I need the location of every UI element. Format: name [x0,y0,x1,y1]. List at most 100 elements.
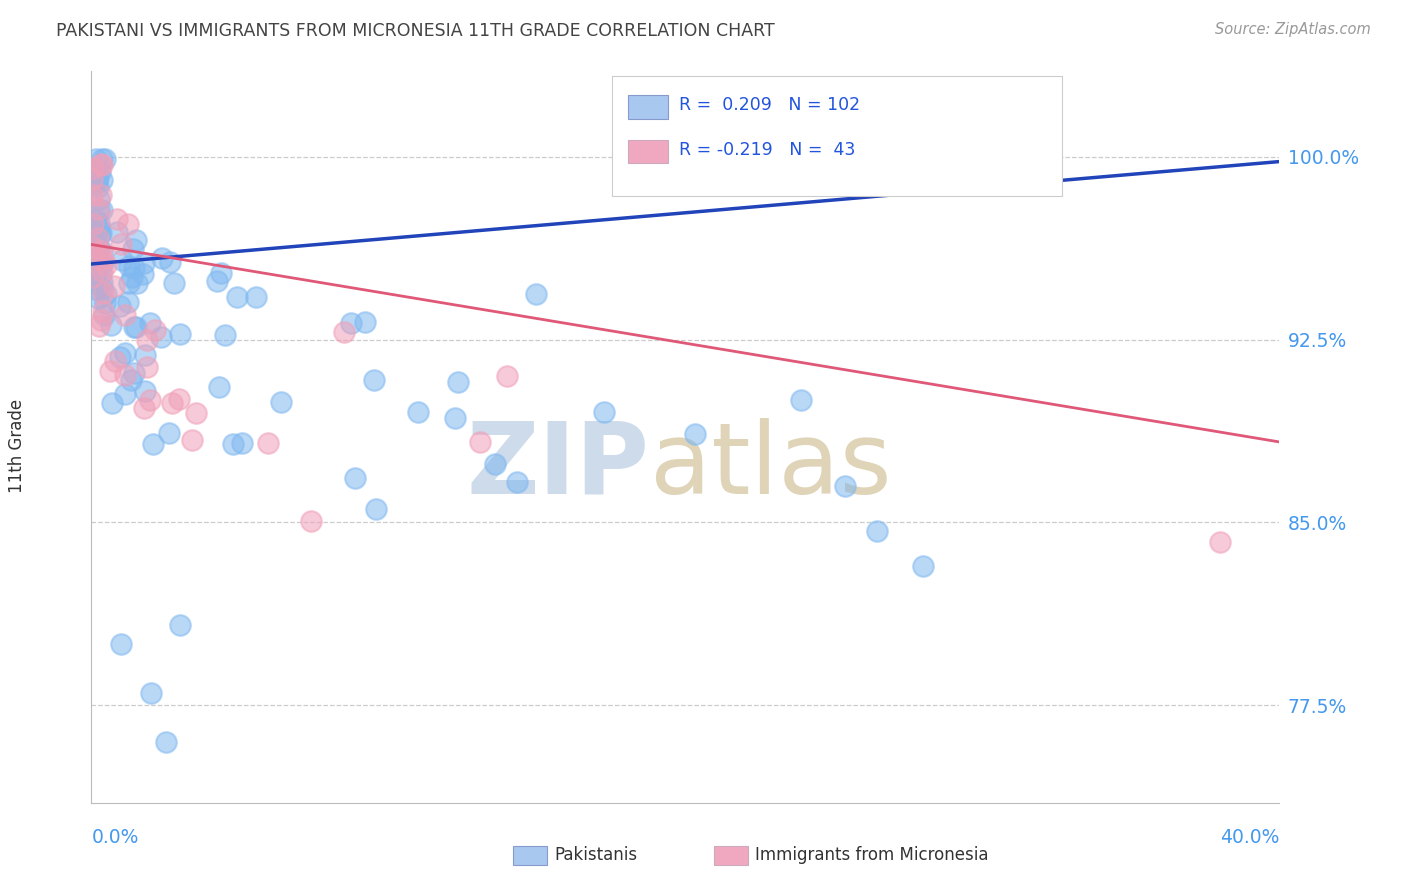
Point [167,392,190,406]
Point [231,435,253,450]
Point [132,256,155,270]
Point [84,153,107,167]
Point [90,263,112,277]
Point [82,258,104,272]
Text: atlas: atlas [650,417,891,515]
Point [84,213,107,227]
Point [524,287,547,301]
Point [834,479,856,493]
Point [866,524,889,538]
Point [105,225,128,239]
Point [506,475,529,489]
Point [110,253,132,268]
Point [94,287,117,301]
Point [122,319,145,334]
Point [91,202,114,217]
Point [89,220,111,235]
Point [142,437,165,451]
Point [270,394,292,409]
Point [90,226,112,240]
Point [136,333,159,347]
Point [83,177,105,191]
Text: R = -0.219   N =  43: R = -0.219 N = 43 [679,141,855,159]
Point [84,270,107,285]
Point [593,405,616,419]
Point [911,559,934,574]
Point [245,290,267,304]
Point [103,278,125,293]
Point [162,396,184,410]
Point [86,220,108,235]
Text: ZIP: ZIP [467,417,650,515]
Point [89,164,111,178]
Point [114,346,136,360]
Point [98,364,121,378]
Point [86,252,108,266]
Text: R =  0.209   N = 102: R = 0.209 N = 102 [679,96,860,114]
Point [114,387,136,401]
Point [225,289,247,303]
Point [169,326,191,341]
Point [90,244,112,259]
Point [87,180,110,194]
Point [87,245,110,260]
Point [132,401,155,415]
Point [89,227,111,241]
Point [208,380,231,394]
Point [181,433,204,447]
Point [155,735,177,749]
Point [143,323,166,337]
Point [340,316,363,330]
Text: Immigrants from Micronesia: Immigrants from Micronesia [755,846,988,863]
Point [122,366,145,380]
Point [91,285,114,300]
Point [87,240,110,254]
Point [125,320,148,334]
Point [91,173,114,187]
Point [163,276,186,290]
Point [468,435,491,450]
Point [299,514,322,528]
Point [343,471,366,485]
Point [484,457,506,471]
Point [117,294,139,309]
Point [82,240,104,254]
Point [114,368,136,383]
Point [82,219,104,233]
Point [685,427,707,442]
Text: 11th Grade: 11th Grade [8,399,25,493]
Point [86,202,108,216]
Point [91,304,114,318]
Point [333,325,356,339]
Point [136,359,159,374]
Point [122,242,145,256]
Point [90,268,112,282]
Text: Source: ZipAtlas.com: Source: ZipAtlas.com [1215,22,1371,37]
Point [110,236,132,251]
Point [118,259,141,273]
Point [257,436,280,450]
Point [118,276,141,290]
Point [110,299,132,313]
Point [157,426,180,441]
Point [108,350,131,364]
Point [790,392,813,407]
Point [363,373,385,387]
Point [86,226,108,240]
Point [209,266,232,280]
Point [91,158,114,172]
Point [87,247,110,261]
Point [90,313,112,327]
Point [139,317,162,331]
Text: 40.0%: 40.0% [1220,828,1279,847]
Point [86,292,108,306]
Point [87,247,110,261]
Point [103,353,125,368]
Point [100,318,122,332]
Point [91,252,114,267]
Point [93,308,115,322]
Text: 0.0%: 0.0% [91,828,139,847]
Point [83,253,105,268]
Point [105,212,128,227]
Point [83,165,105,179]
